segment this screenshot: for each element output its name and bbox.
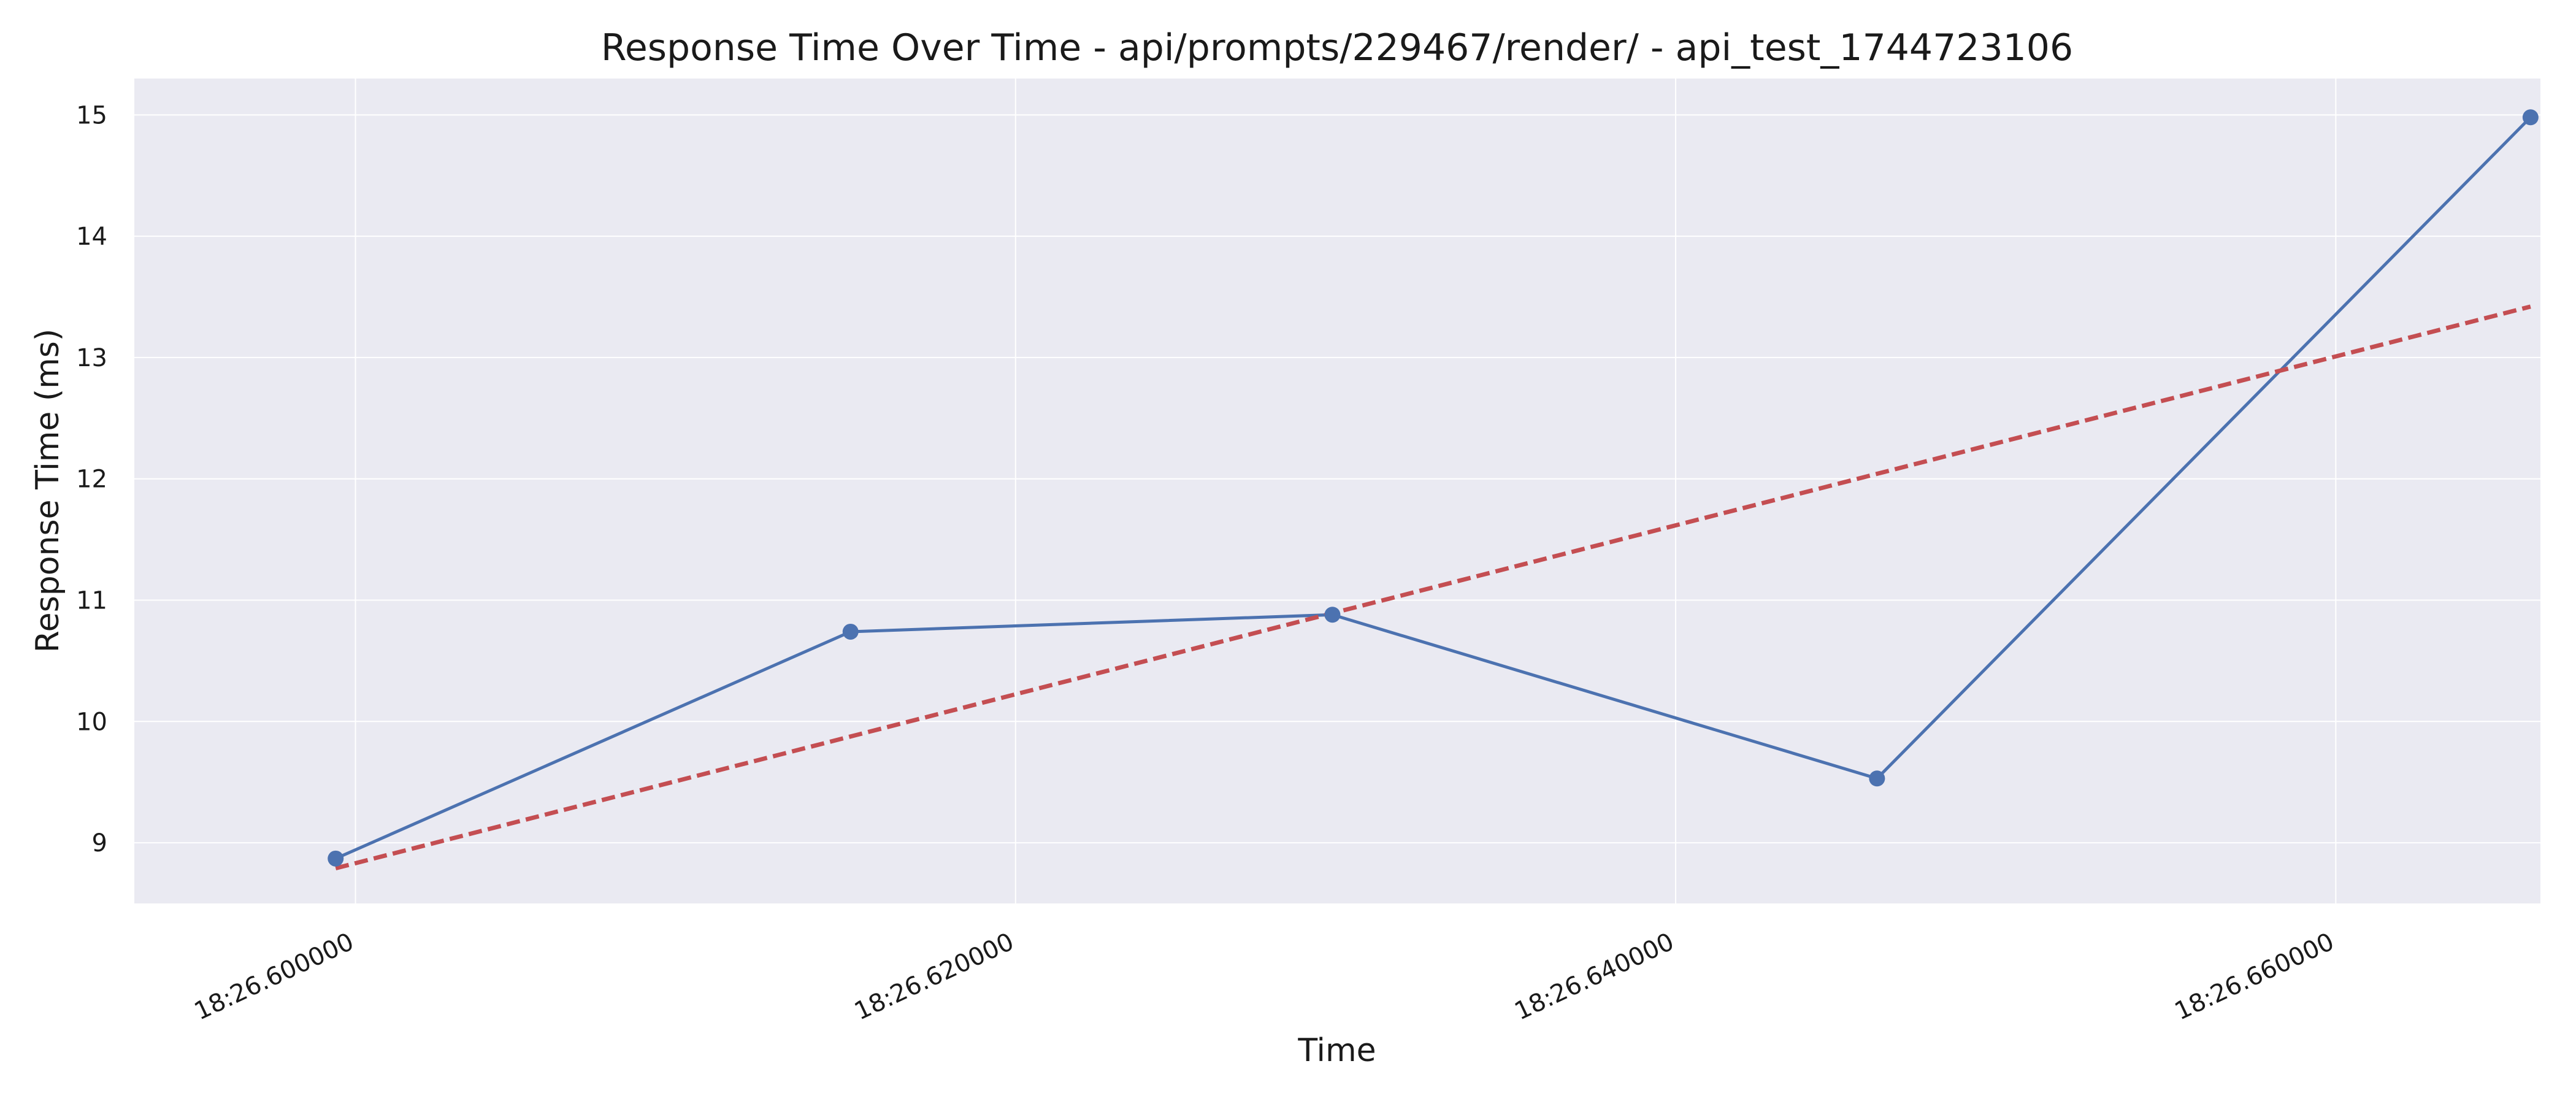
y-tick-label: 15 bbox=[76, 101, 107, 129]
grid-lines bbox=[134, 79, 2540, 903]
y-tick-label: 9 bbox=[92, 829, 107, 857]
x-tick-label: 18:26.660000 bbox=[2171, 927, 2339, 1025]
y-tick-label: 12 bbox=[76, 466, 107, 494]
y-tick-labels: 9 10 11 12 13 14 15 bbox=[76, 101, 107, 857]
y-tick-label: 14 bbox=[76, 223, 107, 251]
x-tick-label: 18:26.620000 bbox=[850, 927, 1018, 1025]
y-axis-label: Response Time (ms) bbox=[29, 329, 66, 653]
data-point bbox=[2522, 109, 2539, 126]
x-tick-label: 18:26.640000 bbox=[1510, 927, 1678, 1025]
chart-title: Response Time Over Time - api/prompts/22… bbox=[601, 26, 2073, 69]
y-tick-label: 13 bbox=[76, 344, 107, 372]
data-point bbox=[328, 850, 344, 867]
y-tick-label: 10 bbox=[76, 708, 107, 736]
x-tick-labels: 18:26.600000 18:26.620000 18:26.640000 18:2… bbox=[190, 927, 2339, 1025]
x-axis-label: Time bbox=[1297, 1032, 1376, 1069]
x-tick-label: 18:26.600000 bbox=[190, 927, 358, 1025]
series-layer bbox=[328, 109, 2539, 871]
data-point bbox=[1869, 770, 1885, 787]
trend-line bbox=[335, 304, 2531, 871]
y-tick-label: 11 bbox=[76, 587, 107, 615]
plot-area bbox=[134, 79, 2540, 903]
data-point bbox=[842, 623, 859, 640]
data-point bbox=[1324, 607, 1341, 623]
